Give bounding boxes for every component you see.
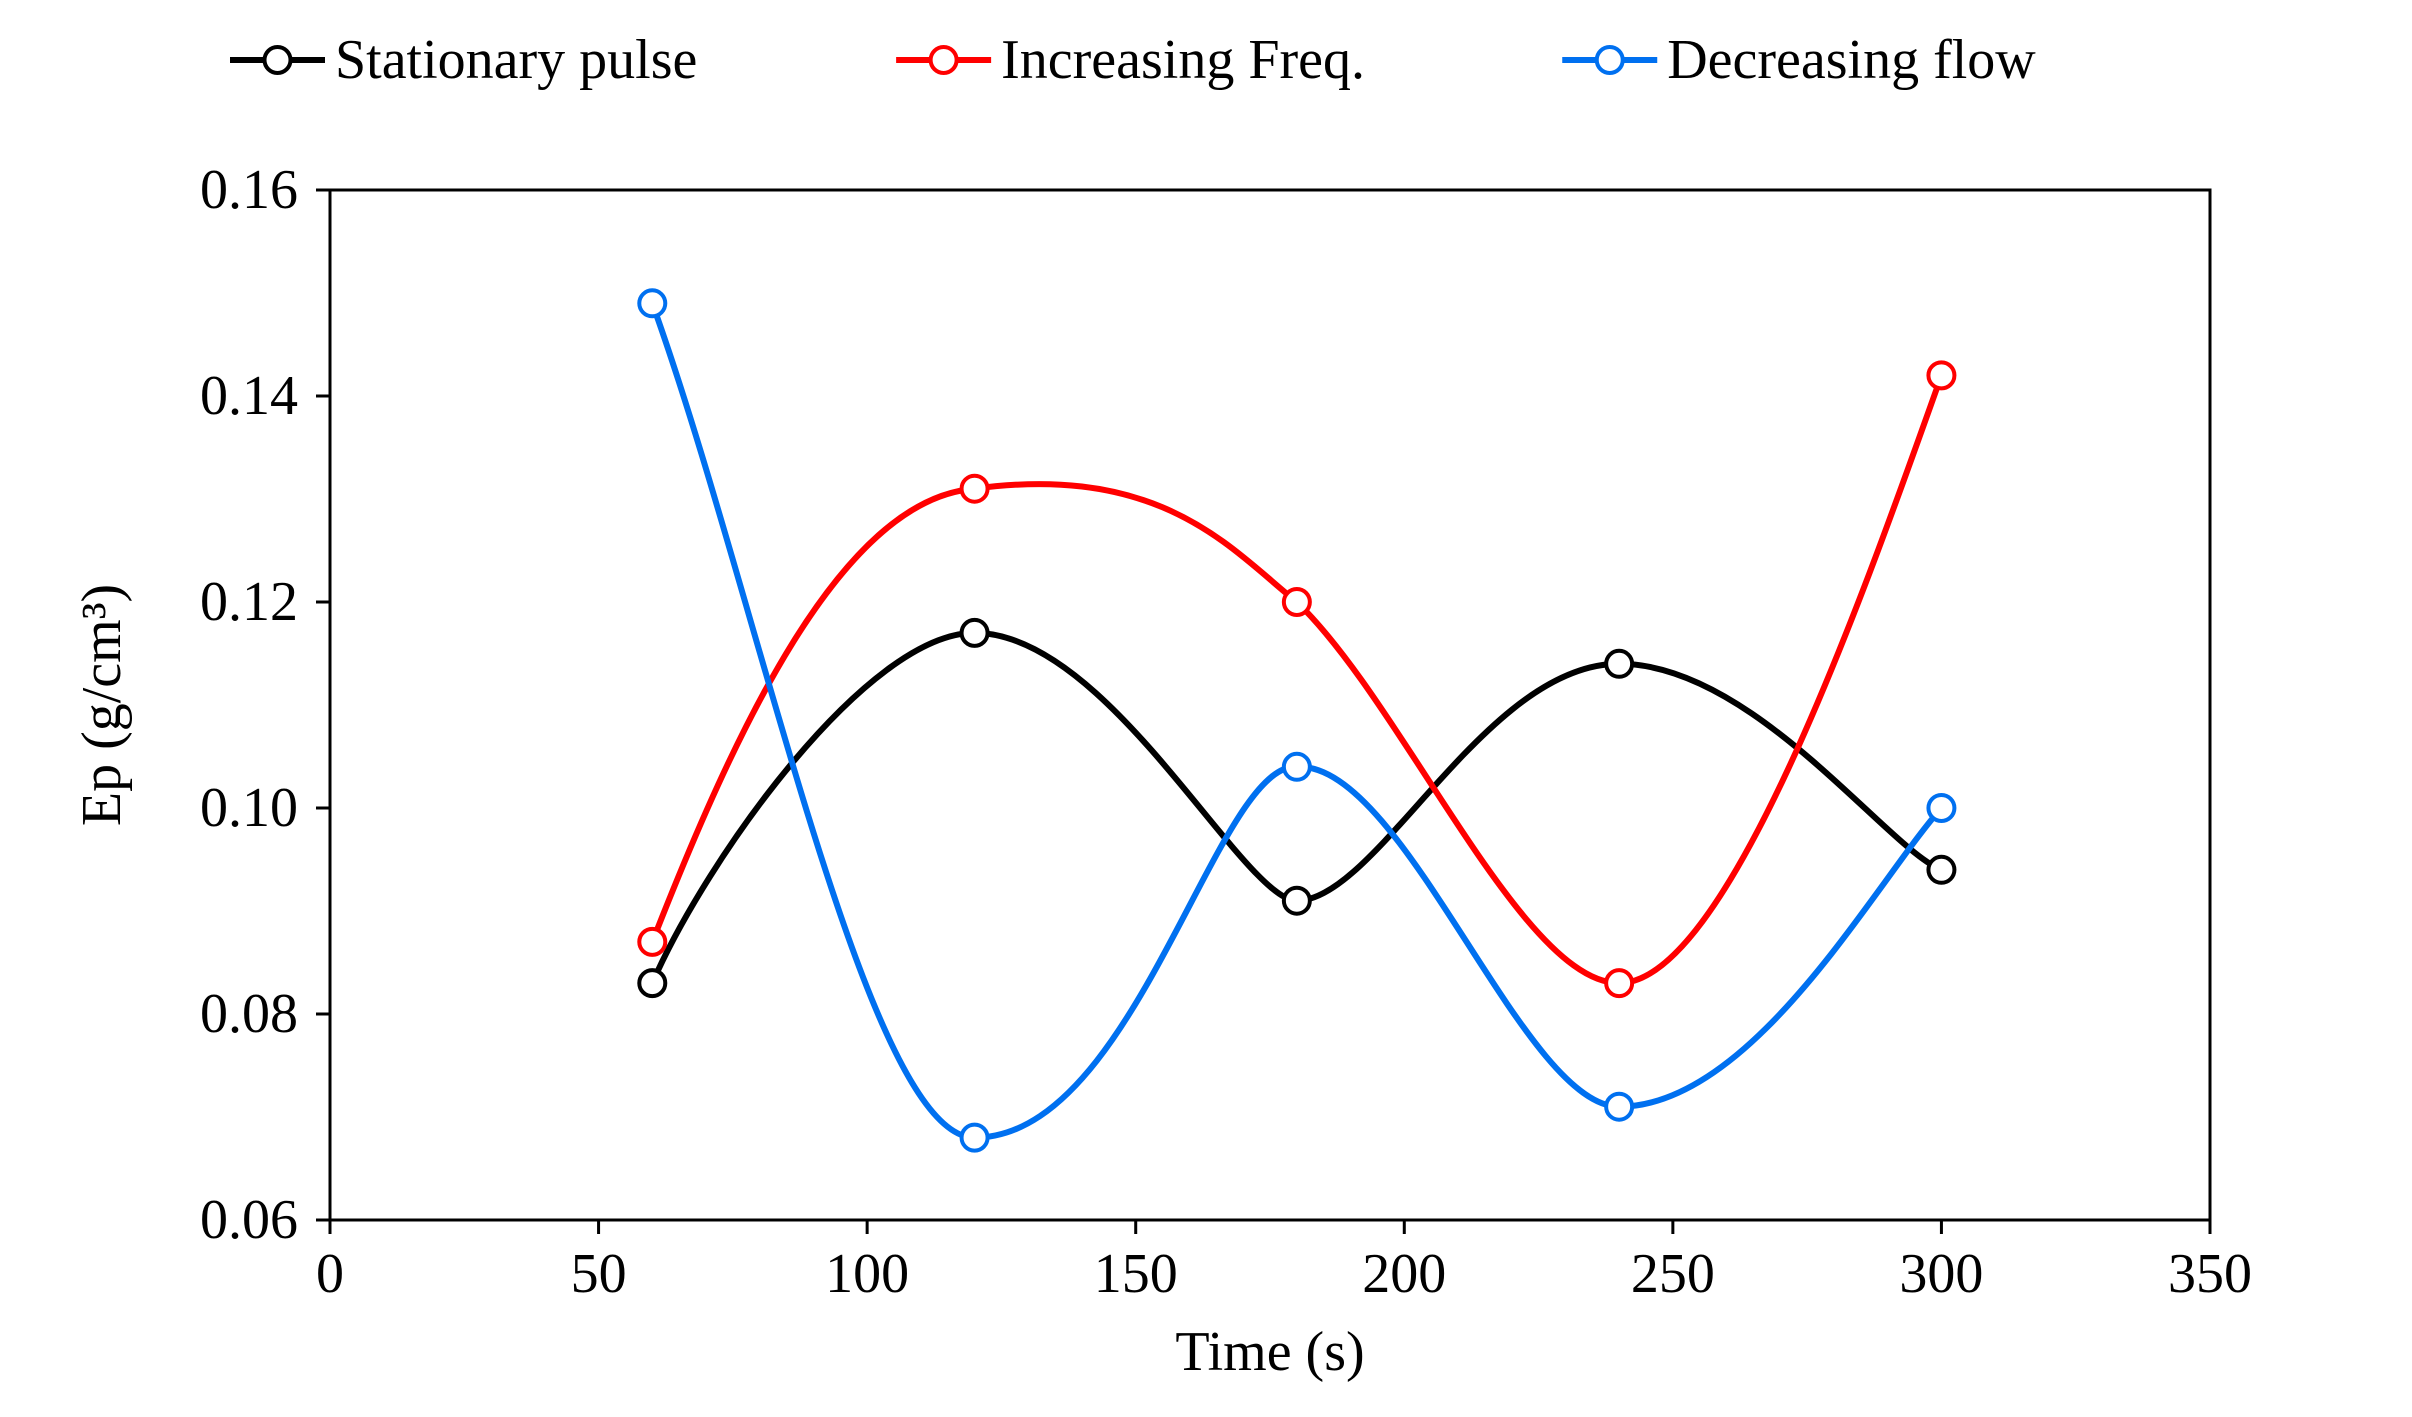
series-marker-stationary-pulse [1928, 857, 1954, 883]
series-marker-decreasing-flow [1606, 1094, 1632, 1120]
x-tick-label: 50 [571, 1243, 627, 1305]
y-tick-label: 0.14 [200, 365, 298, 427]
x-tick-label: 100 [825, 1243, 909, 1305]
x-tick-label: 250 [1631, 1243, 1715, 1305]
y-tick-label: 0.06 [200, 1189, 298, 1251]
series-marker-increasing-freq [962, 476, 988, 502]
series-marker-increasing-freq [1284, 589, 1310, 615]
legend-label-stationary-pulse: Stationary pulse [335, 29, 697, 91]
series-marker-increasing-freq [1606, 970, 1632, 996]
x-tick-label: 200 [1362, 1243, 1446, 1305]
x-tick-label: 300 [1899, 1243, 1983, 1305]
x-axis-label: Time (s) [1175, 1321, 1364, 1383]
x-tick-label: 150 [1094, 1243, 1178, 1305]
series-marker-decreasing-flow [639, 290, 665, 316]
series-marker-stationary-pulse [639, 970, 665, 996]
x-tick-label: 350 [2168, 1243, 2252, 1305]
series-marker-decreasing-flow [962, 1125, 988, 1151]
y-tick-label: 0.16 [200, 159, 298, 221]
legend-label-decreasing-flow: Decreasing flow [1667, 29, 2036, 91]
y-tick-label: 0.08 [200, 983, 298, 1045]
series-marker-stationary-pulse [1606, 651, 1632, 677]
series-marker-increasing-freq [639, 929, 665, 955]
legend-label-increasing-freq: Increasing Freq. [1001, 29, 1365, 91]
legend-swatch-marker-increasing-freq [931, 47, 957, 73]
legend-swatch-marker-decreasing-flow [1597, 47, 1623, 73]
series-marker-decreasing-flow [1284, 754, 1310, 780]
x-tick-label: 0 [316, 1243, 344, 1305]
chart-container: 0 50 100 150 200 250 300 350 0.06 0.08 0.10 0.12 0.1… [0, 0, 2412, 1417]
series-marker-increasing-freq [1928, 362, 1954, 388]
series-marker-decreasing-flow [1928, 795, 1954, 821]
y-tick-label: 0.10 [200, 777, 298, 839]
y-tick-label: 0.12 [200, 571, 298, 633]
y-axis-label: Ep (g/cm³) [71, 584, 133, 826]
line-chart: 0 50 100 150 200 250 300 350 0.06 0.08 0.10 0.12 0.1… [0, 0, 2412, 1417]
series-marker-stationary-pulse [1284, 888, 1310, 914]
legend-swatch-marker-stationary-pulse [265, 47, 291, 73]
series-marker-stationary-pulse [962, 620, 988, 646]
